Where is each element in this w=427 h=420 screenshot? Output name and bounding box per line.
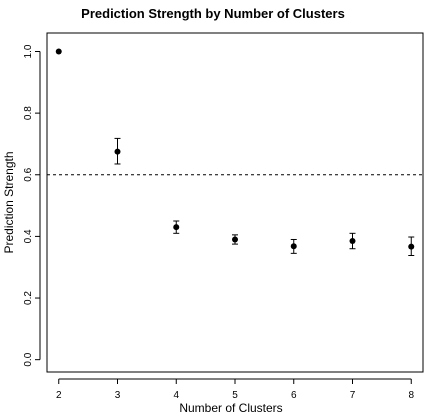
x-tick-label-3: 3 bbox=[115, 390, 121, 401]
x-tick-label-2: 2 bbox=[56, 390, 62, 401]
x-axis: 2 3 4 5 6 7 8 bbox=[56, 378, 414, 401]
y-tick-label-0.2: 0.2 bbox=[23, 291, 34, 305]
error-bars bbox=[114, 137, 415, 257]
data-point-3 bbox=[114, 148, 121, 155]
data-point-5 bbox=[232, 236, 238, 243]
y-tick-label-0.0: 0.0 bbox=[23, 352, 34, 366]
y-tick-label-0.4: 0.4 bbox=[23, 229, 34, 243]
y-tick-label-0.6: 0.6 bbox=[23, 167, 34, 181]
x-tick-label-5: 5 bbox=[232, 390, 238, 401]
data-point-7 bbox=[349, 238, 356, 245]
y-axis: 0.0 0.2 0.4 0.6 0.8 1.0 bbox=[23, 44, 41, 367]
y-tick-label-0.8: 0.8 bbox=[23, 106, 34, 120]
data-points bbox=[55, 48, 415, 250]
plot-box bbox=[46, 32, 424, 373]
data-point-2 bbox=[55, 48, 62, 55]
data-point-4 bbox=[173, 224, 180, 231]
data-point-6 bbox=[290, 243, 297, 250]
y-tick-label-1.0: 1.0 bbox=[23, 44, 34, 58]
x-tick-label-7: 7 bbox=[350, 390, 356, 401]
x-tick-label-8: 8 bbox=[408, 390, 414, 401]
x-tick-label-6: 6 bbox=[291, 390, 297, 401]
x-axis-label: Number of Clusters bbox=[179, 401, 282, 415]
x-tick-label-4: 4 bbox=[173, 390, 179, 401]
data-point-8 bbox=[408, 243, 415, 250]
chart-title: Prediction Strength by Number of Cluster… bbox=[81, 6, 345, 21]
y-axis-label: Prediction Strength bbox=[2, 151, 16, 253]
